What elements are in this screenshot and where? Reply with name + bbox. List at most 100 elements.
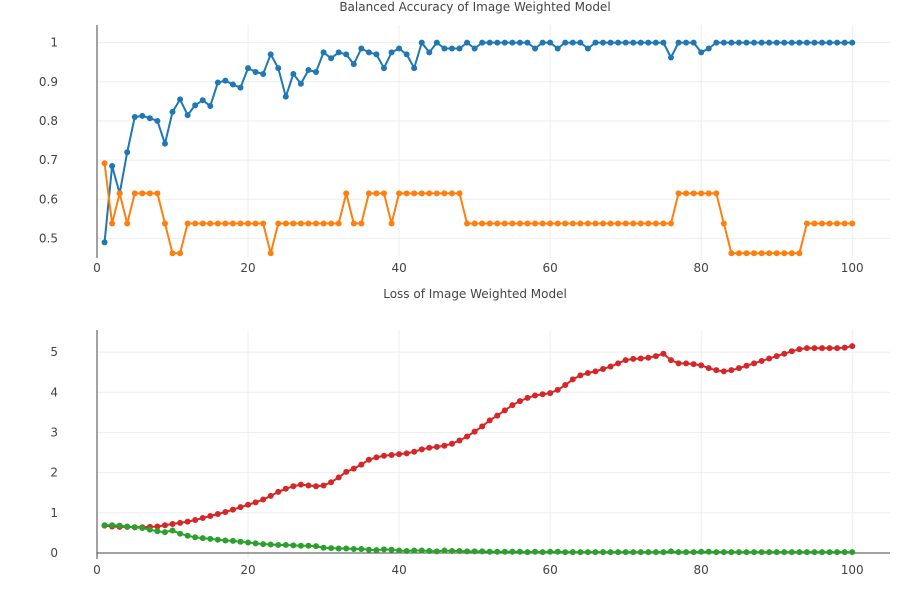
train-loss-point	[101, 522, 108, 529]
val-accuracy-point	[781, 39, 788, 46]
loss-x-tick-label: 0	[93, 563, 101, 577]
val-accuracy-point	[124, 149, 131, 156]
val-loss-point	[214, 511, 221, 517]
val-accuracy-point	[675, 39, 682, 46]
train-loss-point	[622, 549, 629, 556]
val-loss-point	[245, 501, 252, 508]
val-loss-point	[698, 362, 705, 369]
accuracy-chart-title: Balanced Accuracy of Image Weighted Mode…	[339, 0, 610, 14]
val-loss-point	[781, 350, 788, 357]
train-loss-point	[260, 541, 267, 548]
val-accuracy-point	[584, 45, 591, 52]
train-loss-point	[169, 527, 176, 534]
val-loss-point	[282, 485, 289, 492]
train-loss-point	[660, 549, 667, 556]
train-loss-point	[683, 549, 690, 556]
val-accuracy-point	[494, 39, 501, 46]
val-loss-point	[441, 442, 448, 449]
train-loss-point	[494, 548, 501, 555]
train-loss-point	[411, 547, 418, 554]
train-accuracy-point	[735, 250, 742, 257]
val-accuracy-point	[547, 39, 554, 46]
val-loss-point	[532, 392, 539, 399]
train-loss-point	[652, 549, 659, 556]
val-accuracy-point	[229, 81, 236, 88]
train-accuracy-point	[252, 220, 259, 227]
val-accuracy-point	[245, 65, 252, 72]
train-accuracy-point	[683, 190, 690, 197]
val-accuracy-point	[426, 49, 433, 56]
train-accuracy-point	[335, 220, 342, 227]
train-loss-point	[501, 548, 508, 555]
val-accuracy-point	[184, 112, 191, 119]
train-loss-point	[788, 549, 795, 556]
val-accuracy-point	[169, 108, 176, 115]
val-loss-point	[849, 343, 856, 350]
train-accuracy-point	[554, 220, 561, 227]
train-loss-point	[456, 547, 463, 554]
val-accuracy-point	[600, 39, 607, 46]
val-loss-point	[199, 515, 206, 522]
val-loss-point	[456, 437, 463, 444]
train-loss-point	[124, 523, 131, 530]
val-loss-point	[335, 474, 342, 481]
val-loss-point	[486, 417, 493, 424]
val-loss-point	[154, 523, 161, 530]
train-loss-point	[637, 549, 644, 556]
val-accuracy-point	[849, 39, 856, 46]
train-accuracy-point	[358, 220, 365, 227]
val-loss-series	[101, 343, 856, 531]
val-loss-point	[766, 355, 773, 362]
accuracy-y-tick-label: 0.9	[39, 75, 58, 89]
train-loss-point	[335, 545, 342, 552]
val-loss-point	[207, 513, 214, 520]
train-loss-point	[192, 534, 199, 541]
train-accuracy-point	[577, 220, 584, 227]
train-accuracy-point	[237, 220, 244, 227]
val-loss-point	[305, 482, 312, 489]
val-accuracy-point	[841, 39, 848, 46]
val-loss-point	[365, 456, 372, 463]
train-accuracy-point	[501, 220, 508, 227]
val-accuracy-point	[358, 45, 365, 52]
train-accuracy-point	[146, 190, 153, 197]
train-accuracy-point	[524, 220, 531, 227]
val-accuracy-point	[177, 96, 184, 103]
val-loss-point	[562, 382, 569, 389]
train-loss-point	[116, 522, 123, 529]
loss-y-tick-label: 1	[50, 506, 58, 520]
train-accuracy-point	[388, 220, 395, 227]
train-loss-point	[532, 548, 539, 555]
train-loss-line	[104, 524, 853, 554]
train-accuracy-point	[811, 220, 818, 227]
train-accuracy-point	[245, 220, 252, 227]
val-accuracy-point	[403, 51, 410, 58]
val-accuracy-point	[803, 39, 810, 46]
train-loss-point	[373, 547, 380, 554]
train-loss-series	[101, 522, 856, 556]
val-accuracy-point	[690, 39, 697, 46]
val-accuracy-point	[396, 45, 403, 52]
train-loss-point	[509, 548, 516, 555]
train-loss-point	[554, 548, 561, 555]
train-accuracy-point	[373, 190, 380, 197]
train-accuracy-point	[781, 250, 788, 257]
val-loss-point	[819, 345, 826, 352]
train-accuracy-point	[494, 220, 501, 227]
train-accuracy-point	[177, 250, 184, 257]
train-accuracy-point	[207, 220, 214, 227]
val-loss-point	[260, 496, 267, 503]
val-loss-point	[275, 488, 282, 495]
val-loss-point	[252, 499, 259, 506]
val-loss-point	[841, 344, 848, 351]
val-loss-point	[328, 479, 335, 486]
train-accuracy-series	[101, 160, 856, 257]
val-accuracy-point	[532, 45, 539, 52]
train-loss-point	[154, 528, 161, 535]
val-loss-point	[630, 355, 637, 362]
loss-y-tick-label: 4	[50, 385, 58, 399]
val-loss-point	[380, 452, 387, 459]
train-accuracy-point	[675, 190, 682, 197]
train-loss-point	[645, 549, 652, 556]
train-accuracy-point	[297, 220, 304, 227]
